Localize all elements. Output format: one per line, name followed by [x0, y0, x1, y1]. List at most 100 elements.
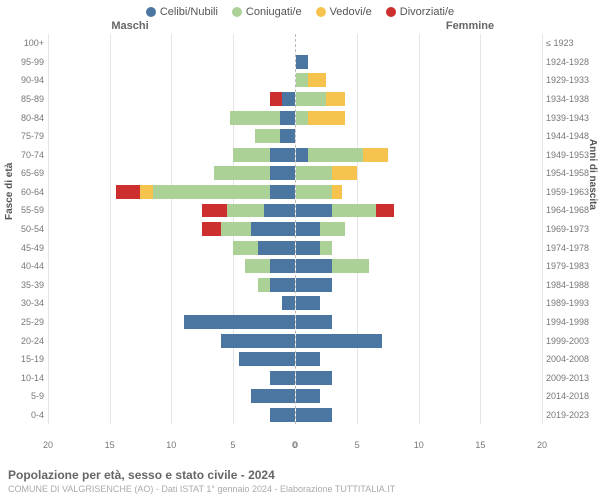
age-label: 5-9 — [4, 387, 44, 406]
bar-segment — [258, 278, 270, 292]
bar-segment — [308, 111, 345, 125]
pyramid-row — [48, 276, 295, 295]
birth-label: 2009-2013 — [546, 368, 598, 387]
birth-label: 1959-1963 — [546, 183, 598, 202]
x-tick: 20 — [537, 440, 547, 450]
bar-segment — [296, 371, 333, 385]
bar-segment — [245, 259, 270, 273]
bar-segment — [227, 204, 264, 218]
bar-segment — [296, 111, 308, 125]
bar-segment — [332, 185, 342, 199]
chart-area: 100+95-9990-9485-8980-8475-7970-7465-696… — [48, 34, 542, 424]
bar-segment — [296, 204, 333, 218]
bar-segment — [270, 278, 295, 292]
birth-axis-labels: ≤ 19231924-19281929-19331934-19381939-19… — [546, 34, 598, 424]
bar-segment — [376, 204, 394, 218]
x-tick: 5 — [355, 440, 360, 450]
age-axis-labels: 100+95-9990-9485-8980-8475-7970-7465-696… — [4, 34, 44, 424]
legend: Celibi/Nubili Coniugati/e Vedovi/e Divorzia… — [0, 0, 600, 20]
bar-segment — [264, 204, 295, 218]
pyramid-row — [48, 145, 295, 164]
pyramid-row — [48, 331, 295, 350]
bar-segment — [296, 278, 333, 292]
pyramid-row — [296, 257, 543, 276]
birth-label: 1974-1978 — [546, 238, 598, 257]
bar-segment — [296, 334, 382, 348]
header-male: Maschi — [0, 20, 300, 32]
pyramid-row — [296, 238, 543, 257]
bar-segment — [296, 185, 333, 199]
age-label: 35-39 — [4, 276, 44, 295]
legend-item: Divorziati/e — [386, 6, 454, 18]
x-tick: 10 — [414, 440, 424, 450]
bar-segment — [296, 315, 333, 329]
bar-segment — [270, 371, 295, 385]
birth-label: 1934-1938 — [546, 90, 598, 109]
pyramid-row — [296, 108, 543, 127]
birth-label: 1984-1988 — [546, 276, 598, 295]
pyramid-row — [296, 276, 543, 295]
pyramid-row — [296, 406, 543, 425]
bar-segment — [296, 296, 321, 310]
x-tick: 5 — [230, 440, 235, 450]
legend-item: Coniugati/e — [232, 6, 302, 18]
pyramid-row — [48, 294, 295, 313]
age-label: 100+ — [4, 34, 44, 53]
pyramid-row — [296, 350, 543, 369]
age-label: 15-19 — [4, 350, 44, 369]
pyramid-row — [48, 313, 295, 332]
pyramid-row — [48, 34, 295, 53]
bar-segment — [296, 73, 308, 87]
birth-label: 1999-2003 — [546, 331, 598, 350]
bar-segment — [296, 148, 308, 162]
age-label: 0-4 — [4, 406, 44, 425]
bar-segment — [233, 148, 270, 162]
bar-segment — [308, 73, 326, 87]
legend-swatch — [232, 7, 242, 17]
pyramid-row — [48, 53, 295, 72]
legend-item: Vedovi/e — [316, 6, 372, 18]
birth-label: 2004-2008 — [546, 350, 598, 369]
birth-label: 1929-1933 — [546, 71, 598, 90]
bar-segment — [116, 185, 141, 199]
age-label: 85-89 — [4, 90, 44, 109]
male-rows — [48, 34, 295, 424]
pyramid-row — [296, 53, 543, 72]
bar-segment — [202, 204, 227, 218]
bar-segment — [296, 408, 333, 422]
birth-label: 1954-1958 — [546, 164, 598, 183]
bar-segment — [296, 352, 321, 366]
bar-segment — [230, 111, 279, 125]
pyramid-row — [48, 201, 295, 220]
legend-swatch — [316, 7, 326, 17]
x-tick: 0 — [293, 440, 298, 450]
bar-segment — [326, 92, 344, 106]
birth-label: 2014-2018 — [546, 387, 598, 406]
birth-label: 1949-1953 — [546, 145, 598, 164]
male-panel: 05101520 — [48, 34, 296, 424]
bar-segment — [296, 92, 327, 106]
birth-label: 1979-1983 — [546, 257, 598, 276]
bar-segment — [280, 129, 295, 143]
legend-item: Celibi/Nubili — [146, 6, 218, 18]
age-label: 45-49 — [4, 238, 44, 257]
bar-segment — [332, 166, 357, 180]
pyramid-row — [296, 220, 543, 239]
bar-segment — [282, 296, 294, 310]
pyramid-row — [296, 145, 543, 164]
pyramid-row — [296, 127, 543, 146]
birth-label: 2019-2023 — [546, 406, 598, 425]
pyramid-row — [48, 90, 295, 109]
bar-segment — [270, 408, 295, 422]
female-rows — [296, 34, 543, 424]
bar-segment — [255, 129, 280, 143]
chart-footer: Popolazione per età, sesso e stato civil… — [8, 468, 395, 494]
bar-segment — [332, 204, 375, 218]
bar-segment — [239, 352, 294, 366]
age-label: 20-24 — [4, 331, 44, 350]
pyramid-row — [48, 257, 295, 276]
bar-segment — [320, 222, 345, 236]
age-label: 95-99 — [4, 53, 44, 72]
bar-segment — [296, 55, 308, 69]
legend-swatch — [386, 7, 396, 17]
